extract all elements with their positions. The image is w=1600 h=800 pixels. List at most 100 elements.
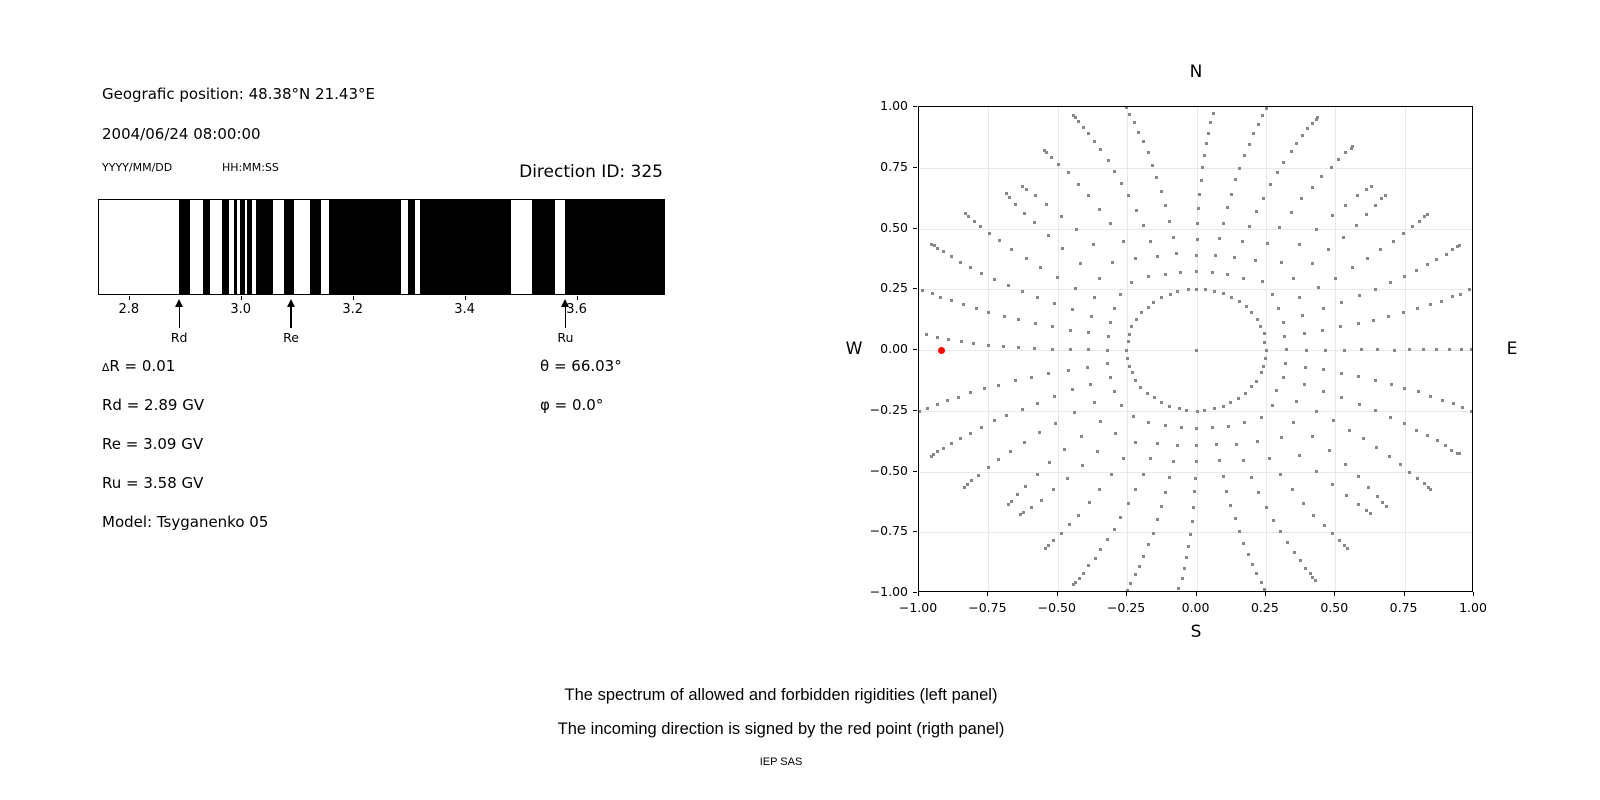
ring-dot (1145, 391, 1149, 395)
ray-dot (1277, 226, 1281, 229)
ray-dot (1024, 257, 1028, 261)
ray-dot (1085, 365, 1089, 369)
ring-dot (1244, 305, 1248, 309)
ray-dot (1369, 185, 1373, 189)
ray-dot (1256, 122, 1260, 126)
ray-dot (1251, 131, 1255, 135)
x-axis-tick-label: 2.8 (118, 302, 140, 317)
ray-dot (1217, 236, 1221, 240)
ring-dot (1125, 348, 1129, 352)
ray-dot (969, 391, 973, 395)
ray-dot (1008, 195, 1012, 199)
credit-text: IEP SAS (759, 756, 803, 768)
x-axis-tick (1334, 592, 1336, 596)
ray-dot (1175, 252, 1179, 256)
ray-dot (1392, 348, 1396, 352)
x-axis-tick-label: 0.00 (1181, 600, 1210, 615)
ray-dot (1043, 547, 1047, 551)
caption-line-1: The spectrum of allowed and forbidden ri… (564, 686, 998, 704)
ray-dot (987, 231, 991, 235)
ray-dot (1122, 456, 1126, 460)
ray-dot (969, 479, 973, 483)
ray-dot (1319, 175, 1323, 179)
ray-dot (968, 431, 972, 435)
ray-dot (1093, 556, 1097, 560)
ray-dot (1080, 463, 1084, 467)
ray-dot (1163, 204, 1167, 208)
ray-dot (1054, 421, 1058, 425)
x-axis-tick (918, 592, 919, 596)
y-axis-tick-label: −1.00 (869, 584, 908, 599)
ray-dot (1410, 225, 1414, 229)
x-axis-tick-label: −0.25 (1106, 600, 1146, 615)
ring-dot (1255, 318, 1259, 322)
ray-dot (1340, 396, 1343, 400)
ray-dot (1164, 490, 1167, 494)
ray-dot (986, 466, 990, 470)
ray-dot (982, 387, 986, 391)
x-axis-tick (1264, 592, 1266, 596)
y-axis-tick (913, 106, 917, 107)
ring-dot (1152, 301, 1155, 304)
ray-dot (1337, 539, 1341, 543)
ray-dot (1330, 482, 1334, 486)
ring-dot (1262, 364, 1266, 368)
cutoff-marker-arrowhead (561, 299, 570, 307)
time-format-label: HH:MM:SS (222, 161, 279, 174)
ray-dot (1440, 299, 1444, 303)
forbidden-band (222, 200, 229, 294)
ray-dot (1345, 547, 1349, 551)
ray-dot (1278, 529, 1282, 533)
ray-dot (1097, 207, 1101, 211)
ray-dot (1091, 243, 1095, 247)
model-text: Model: Tsyganenko 05 (102, 513, 269, 531)
ray-dot (1137, 130, 1140, 134)
cutoff-marker-label: Ru (557, 330, 574, 345)
ray-dot (1305, 348, 1309, 352)
ray-dot (1330, 532, 1334, 536)
grid-line-horizontal (919, 410, 1472, 412)
ray-dot (1402, 311, 1406, 315)
ray-dot (1330, 214, 1334, 217)
ray-dot (1112, 527, 1116, 531)
ray-dot (1380, 196, 1384, 200)
ray-dot (1418, 219, 1422, 223)
ray-dot (1185, 555, 1189, 559)
ray-dot (1009, 499, 1013, 503)
ray-dot (1280, 260, 1284, 264)
ray-dot (942, 250, 946, 254)
ray-dot (1159, 190, 1163, 193)
ray-dot (929, 242, 933, 246)
ray-dot (1017, 318, 1021, 322)
ring-dot (1176, 290, 1180, 294)
ray-dot (1194, 427, 1198, 431)
ray-dot (1292, 550, 1296, 554)
ray-dot (932, 244, 936, 248)
ray-dot (1415, 428, 1418, 432)
ray-dot (963, 485, 967, 489)
ray-dot (1055, 276, 1059, 280)
ray-dot (1365, 213, 1369, 217)
cutoff-marker-arrow (178, 306, 180, 328)
ray-dot (1313, 578, 1317, 582)
ray-dot (1035, 473, 1039, 477)
ray-dot (974, 306, 978, 310)
ray-dot (1098, 419, 1102, 423)
ray-dot (1297, 453, 1301, 457)
ray-dot (1365, 188, 1369, 192)
ray-dot (965, 483, 969, 486)
ray-dot (1310, 186, 1314, 190)
forbidden-band (408, 200, 416, 294)
ring-dot (1135, 318, 1139, 322)
ray-dot (998, 239, 1002, 243)
ray-dot (1113, 389, 1117, 393)
ray-dot (1241, 541, 1245, 545)
ray-dot (1005, 413, 1009, 417)
ray-dot (1171, 235, 1175, 239)
ray-dot (1391, 239, 1395, 243)
ray-dot (1312, 513, 1316, 517)
ray-dot (1190, 519, 1194, 523)
ray-dot (1314, 117, 1318, 121)
x-axis-tick (1473, 592, 1474, 596)
